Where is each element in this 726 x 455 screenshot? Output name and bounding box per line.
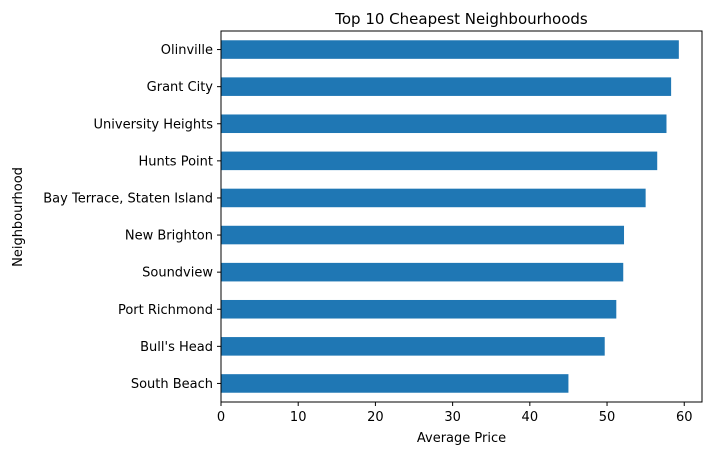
bars-layer: [221, 40, 679, 393]
bar: [221, 374, 569, 393]
bar: [221, 225, 625, 245]
y-tick-label: University Heights: [94, 117, 214, 132]
x-tick-label: 50: [599, 410, 616, 425]
y-tick-label: Port Richmond: [118, 303, 213, 318]
plot-frame: [220, 30, 703, 403]
y-tick-label: Hunts Point: [138, 154, 213, 169]
y-tick-label: Grant City: [147, 80, 214, 95]
x-tick-label: 20: [367, 410, 384, 425]
chart-title: Top 10 Cheapest Neighbourhoods: [334, 10, 588, 28]
y-tick-label: Bay Terrace, Staten Island: [43, 191, 213, 206]
y-tick-label: Bull's Head: [140, 340, 213, 355]
x-tick-label: 40: [522, 410, 539, 425]
x-tick-label: 10: [290, 410, 307, 425]
bar: [221, 114, 667, 134]
y-tick-label: Olinville: [161, 43, 213, 58]
y-tick-label: South Beach: [131, 377, 213, 392]
bar: [221, 40, 679, 59]
x-tick-label: 30: [444, 410, 461, 425]
y-tick-label: Soundview: [142, 266, 213, 281]
y-axis-title: Neighbourhood: [11, 167, 26, 267]
bar: [221, 337, 605, 356]
bar: [221, 299, 617, 319]
bar: [221, 151, 658, 171]
x-tick-label: 60: [676, 410, 693, 425]
x-axis-title: Average Price: [417, 431, 506, 446]
bar: [221, 188, 646, 208]
y-tick-label: New Brighton: [125, 229, 213, 244]
y-axis-ticks: South Beach Bull's Head Port Richmond Sound…: [43, 43, 221, 392]
bar: [221, 262, 624, 282]
bar: [221, 77, 672, 96]
x-tick-label: 0: [217, 410, 225, 425]
x-axis-ticks: 0 10 20 30 40 50 60: [217, 402, 693, 425]
